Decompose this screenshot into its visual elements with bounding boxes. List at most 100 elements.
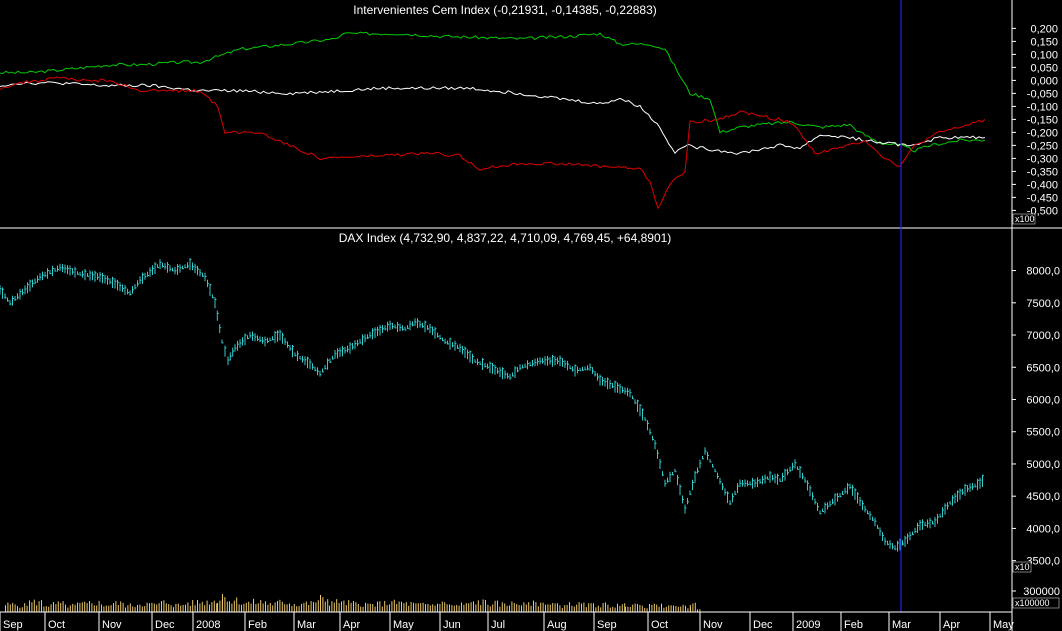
volume-bar xyxy=(129,603,131,612)
volume-bar xyxy=(151,602,153,612)
volume-bar xyxy=(621,604,623,612)
volume-bar xyxy=(324,601,326,612)
volume-bar xyxy=(552,603,554,612)
volume-bar xyxy=(369,603,371,612)
volume-bar xyxy=(120,601,122,612)
volume-bar xyxy=(644,607,646,612)
volume-panel: 300000 x100000 xyxy=(5,586,1060,612)
volume-bar xyxy=(224,597,226,612)
volume-bar xyxy=(217,602,218,612)
volume-bar xyxy=(632,604,634,612)
dax-scale-label: x10 xyxy=(1015,562,1030,572)
volume-bar xyxy=(180,605,182,612)
x-axis-label: Nov xyxy=(703,619,723,631)
volume-bar xyxy=(602,603,604,612)
volume-bar xyxy=(420,603,422,612)
volume-bar xyxy=(437,606,438,612)
volume-bar xyxy=(461,602,462,612)
volume-bar xyxy=(417,603,419,612)
volume-bar xyxy=(485,603,486,612)
volume-bar xyxy=(55,604,57,612)
interveners-series-line-1 xyxy=(0,31,986,153)
volume-bar xyxy=(213,600,215,612)
volume-bar xyxy=(84,601,86,612)
dax-y-axis: 8000,0 7500,0 7000,0 6500,0 6000,0 5500,0 5000… xyxy=(1012,266,1060,568)
volume-bar xyxy=(7,602,9,612)
volume-bar xyxy=(345,605,347,612)
volume-bar xyxy=(367,603,369,612)
volume-bar xyxy=(158,603,160,612)
volume-bar xyxy=(559,605,561,612)
volume-bar xyxy=(646,608,648,612)
volume-bar xyxy=(458,605,460,612)
volume-bar xyxy=(189,605,191,612)
volume-bar xyxy=(199,603,201,612)
volume-bar xyxy=(238,604,240,612)
volume-bar xyxy=(74,604,76,612)
volume-bar xyxy=(222,594,223,612)
volume-bar xyxy=(581,604,582,612)
volume-bar xyxy=(542,602,544,612)
volume-bar xyxy=(192,600,194,612)
volume-bar xyxy=(43,606,45,612)
dax-y-tick-label: 4000,0 xyxy=(1026,523,1060,535)
volume-bar xyxy=(281,601,283,612)
volume-bar xyxy=(612,606,614,612)
volume-bar xyxy=(269,602,271,612)
volume-bar xyxy=(329,605,330,612)
volume-bar xyxy=(639,604,641,612)
interveners-y-tick-label: -0,200 xyxy=(1027,127,1058,139)
volume-bar xyxy=(391,601,393,612)
volume-bar xyxy=(449,604,450,612)
volume-bar xyxy=(497,602,498,612)
volume-bar xyxy=(653,603,655,612)
volume-bar xyxy=(231,603,233,612)
volume-bar xyxy=(694,602,696,612)
interveners-title: Intervenientes Cem Index (-0,21931, -0,1… xyxy=(353,3,657,17)
volume-bar xyxy=(566,604,568,612)
volume-bar xyxy=(279,599,281,612)
volume-bar xyxy=(96,605,98,612)
volume-bar xyxy=(79,602,81,612)
volume-y-tick-label: 300000 xyxy=(1023,586,1060,598)
interveners-y-tick-label: -0,100 xyxy=(1027,101,1058,113)
volume-bar xyxy=(139,604,141,612)
volume-bar xyxy=(533,600,534,612)
volume-bar xyxy=(432,604,434,612)
volume-bar xyxy=(634,603,636,612)
volume-y-axis: 300000 xyxy=(1012,586,1060,598)
dax-y-tick-label: 4500,0 xyxy=(1026,491,1060,503)
volume-bar xyxy=(501,602,503,612)
volume-bar xyxy=(9,604,11,612)
volume-bar xyxy=(21,607,23,612)
volume-bar xyxy=(168,604,170,612)
volume-bar xyxy=(545,604,546,612)
volume-bar xyxy=(211,602,213,612)
volume-bar xyxy=(216,603,218,612)
volume-bar xyxy=(137,605,138,612)
volume-bar xyxy=(341,601,342,612)
volume-bar xyxy=(201,601,203,612)
volume-bar xyxy=(149,603,150,612)
volume-bar xyxy=(439,604,441,612)
volume-bar xyxy=(153,603,155,612)
volume-bar xyxy=(661,603,662,612)
volume-bar xyxy=(675,606,677,612)
volume-bar xyxy=(446,604,448,612)
volume-bar xyxy=(516,604,518,612)
x-axis-label: Sep xyxy=(3,619,23,631)
volume-bar xyxy=(690,607,691,612)
volume-bar xyxy=(103,606,105,612)
volume-bar xyxy=(434,605,436,612)
volume-bar xyxy=(641,605,643,612)
volume-bar xyxy=(595,607,597,612)
volume-bar xyxy=(511,601,513,612)
x-axis-label: Apr xyxy=(343,619,360,631)
volume-bar xyxy=(31,602,33,612)
volume-bar xyxy=(403,603,405,612)
volume-bar xyxy=(609,607,611,612)
volume-bar xyxy=(241,604,242,612)
volume-bar xyxy=(377,601,378,612)
volume-bar xyxy=(413,603,414,612)
volume-bar xyxy=(525,604,527,612)
